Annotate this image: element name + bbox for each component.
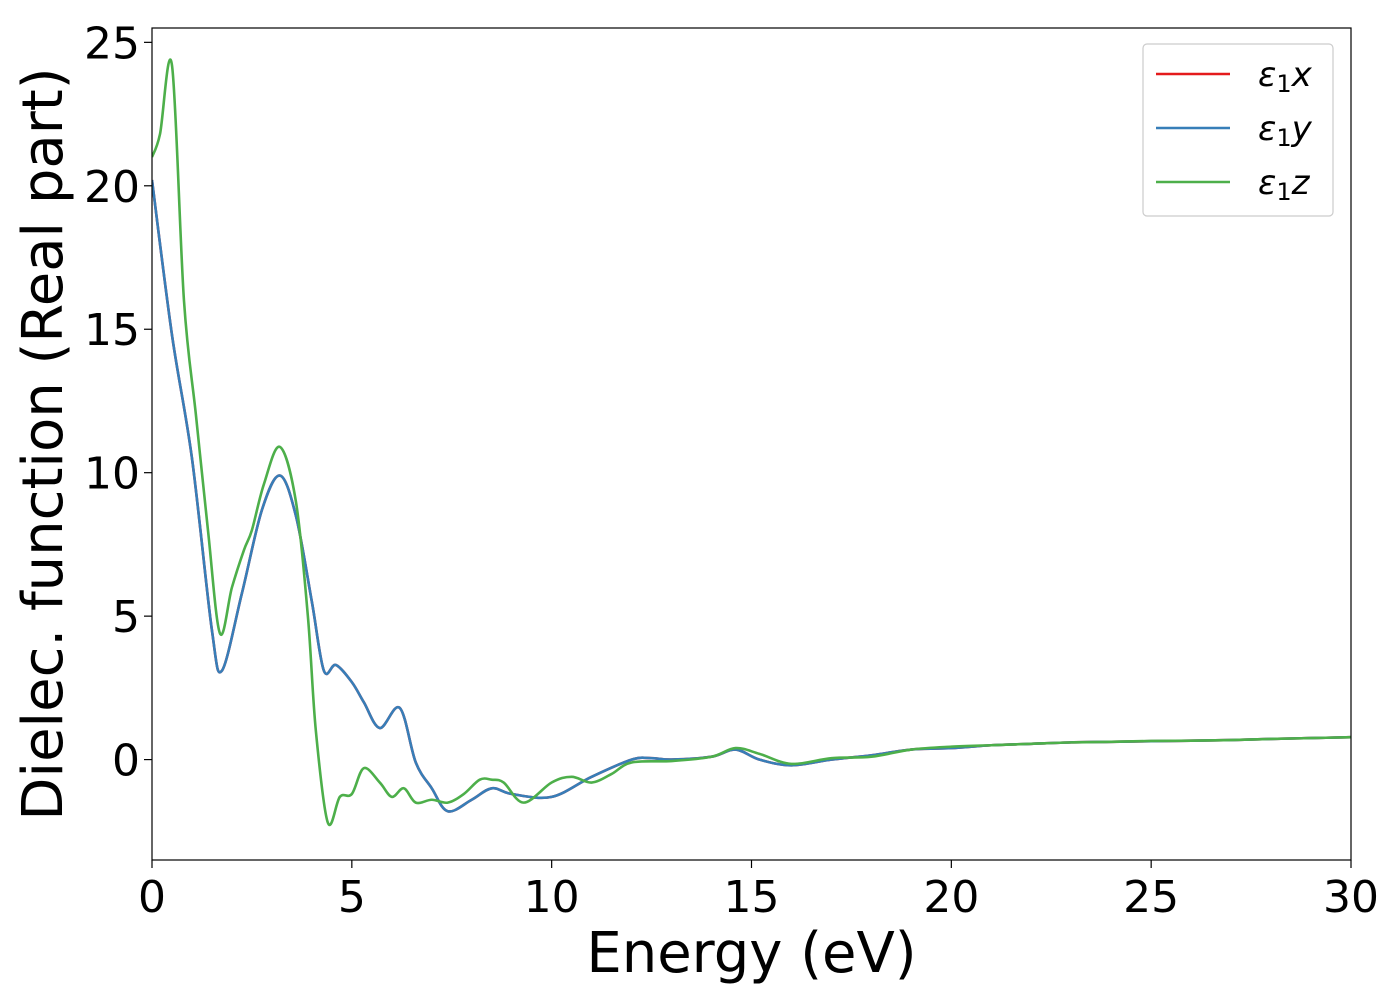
x-tick-label: 30 xyxy=(1323,872,1379,923)
y-tick-label: 25 xyxy=(84,18,140,69)
x-tick-label: 20 xyxy=(923,872,979,923)
legend-label-z: ε1z xyxy=(1258,163,1311,206)
legend-subscript: 1 xyxy=(1276,178,1291,206)
x-tick-label: 5 xyxy=(338,872,366,923)
legend-symbol: ε xyxy=(1258,163,1276,203)
y-axis-title: Dielec. function (Real part) xyxy=(11,67,76,820)
x-tick-label: 0 xyxy=(138,872,166,923)
x-axis: 0 5 10 15 20 25 30 xyxy=(138,860,1379,923)
y-tick-label: 20 xyxy=(84,162,140,213)
legend-subscript: 1 xyxy=(1276,124,1291,152)
legend-label-x: ε1x xyxy=(1258,55,1313,98)
x-tick-label: 15 xyxy=(724,872,780,923)
y-tick-label: 10 xyxy=(84,449,140,500)
plot-lines xyxy=(152,58,1351,827)
legend-symbol: ε xyxy=(1258,109,1276,149)
legend-frame xyxy=(1142,43,1334,217)
legend-variable: x xyxy=(1291,55,1313,95)
legend-subscript: 1 xyxy=(1276,70,1291,98)
series-line-y xyxy=(152,179,1351,813)
series-line-z xyxy=(152,58,1351,827)
legend-label-y: ε1y xyxy=(1258,109,1313,152)
legend-variable: z xyxy=(1291,163,1311,203)
legend-symbol: ε xyxy=(1258,55,1276,95)
y-tick-label: 15 xyxy=(84,305,140,356)
y-tick-label: 0 xyxy=(112,736,140,787)
x-tick-label: 10 xyxy=(524,872,580,923)
y-tick-label: 5 xyxy=(112,592,140,643)
x-tick-label: 25 xyxy=(1123,872,1179,923)
y-axis: 0 5 10 15 20 25 xyxy=(84,18,152,787)
legend-variable: y xyxy=(1291,109,1313,149)
x-axis-title: Energy (eV) xyxy=(586,921,916,986)
series-line-x xyxy=(152,179,1351,813)
